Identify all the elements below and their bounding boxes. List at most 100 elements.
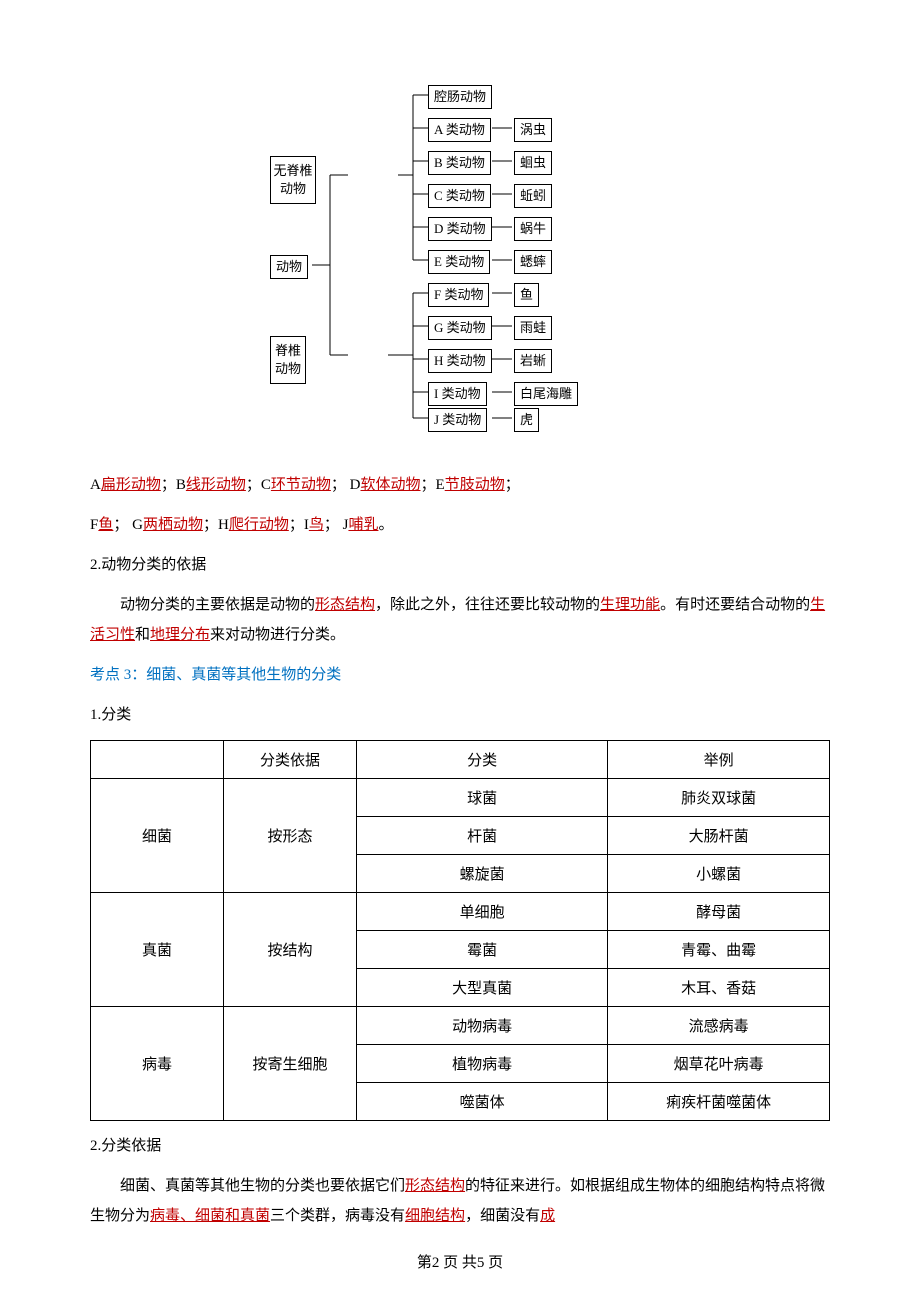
text: ，除此之外，往往还要比较动物的 — [375, 597, 600, 613]
key-term: 地理分布 — [150, 627, 210, 643]
key-term: 形态结构 — [405, 1178, 465, 1194]
table-cell: 螺旋菌 — [357, 855, 608, 893]
animal-classification-tree: 动物 无脊椎动物 脊椎动物 腔肠动物 A 类动物 涡虫 B 类动物 蛔虫 C 类… — [270, 80, 650, 450]
text: ； G — [113, 517, 143, 533]
tree-ex: 蟋蟀 — [514, 250, 552, 274]
tree-ex: 白尾海雕 — [514, 382, 578, 406]
table-cell: 木耳、香菇 — [608, 969, 830, 1007]
tree-ex: 蜗牛 — [514, 217, 552, 241]
tree-branch-vertebrate: 脊椎动物 — [270, 336, 306, 384]
table-cell: 肺炎双球菌 — [608, 779, 830, 817]
tree-cat: G 类动物 — [428, 316, 492, 340]
table-cell: 霉菌 — [357, 931, 608, 969]
tree-cat: 腔肠动物 — [428, 85, 492, 109]
key-term: 成 — [540, 1208, 555, 1224]
tree-ex: 涡虫 — [514, 118, 552, 142]
tree-cat: D 类动物 — [428, 217, 492, 241]
paragraph-other-organisms: 细菌、真菌等其他生物的分类也要依据它们形态结构的特征来进行。如根据组成生物体的细… — [90, 1171, 830, 1231]
table-cell: 球菌 — [357, 779, 608, 817]
table-cell: 按寄生细胞 — [224, 1007, 357, 1121]
tree-ex: 岩蜥 — [514, 349, 552, 373]
tree-cat: C 类动物 — [428, 184, 491, 208]
table-cell: 大肠杆菌 — [608, 817, 830, 855]
table-row: 真菌 按结构 单细胞 酵母菌 — [91, 893, 830, 931]
answer-f: 鱼 — [98, 517, 113, 533]
tree-cat: F 类动物 — [428, 283, 489, 307]
text: 。 — [378, 517, 393, 533]
tree-root: 动物 — [270, 255, 308, 279]
table-row: 病毒 按寄生细胞 动物病毒 流感病毒 — [91, 1007, 830, 1045]
tree-ex: 蚯蚓 — [514, 184, 552, 208]
tree-ex: 雨蛙 — [514, 316, 552, 340]
answer-b: 线形动物 — [186, 477, 246, 493]
answer-h: 爬行动物 — [229, 517, 289, 533]
tree-cat: E 类动物 — [428, 250, 490, 274]
table-cell: 小螺菌 — [608, 855, 830, 893]
table-header: 分类依据 — [224, 741, 357, 779]
text: 动物分类的主要依据是动物的 — [120, 597, 315, 613]
answer-g: 两栖动物 — [143, 517, 203, 533]
text: ； D — [331, 477, 361, 493]
text: ； J — [324, 517, 349, 533]
table-cell: 痢疾杆菌噬菌体 — [608, 1083, 830, 1121]
answer-line-2: F鱼； G两栖动物；H爬行动物；I鸟； J哺乳。 — [90, 510, 830, 540]
text: 细菌、真菌等其他生物的分类也要依据它们 — [120, 1178, 405, 1194]
table-cell: 青霉、曲霉 — [608, 931, 830, 969]
tree-cat: I 类动物 — [428, 382, 487, 406]
table-cell: 按结构 — [224, 893, 357, 1007]
table-cell: 细菌 — [91, 779, 224, 893]
document-page: 动物 无脊椎动物 脊椎动物 腔肠动物 A 类动物 涡虫 B 类动物 蛔虫 C 类… — [0, 0, 920, 1312]
heading-1-classification: 1.分类 — [90, 700, 830, 730]
text: ；E — [421, 477, 445, 493]
table-cell: 真菌 — [91, 893, 224, 1007]
tree-cat: J 类动物 — [428, 408, 487, 432]
table-cell: 单细胞 — [357, 893, 608, 931]
key-term: 细胞结构 — [405, 1208, 465, 1224]
key-term: 病毒、细菌和真菌 — [150, 1208, 270, 1224]
table-cell: 病毒 — [91, 1007, 224, 1121]
text: ；C — [246, 477, 271, 493]
table-row: 细菌 按形态 球菌 肺炎双球菌 — [91, 779, 830, 817]
table-header-row: 分类依据 分类 举例 — [91, 741, 830, 779]
answer-d: 软体动物 — [361, 477, 421, 493]
heading-2-classification-basis: 2.分类依据 — [90, 1131, 830, 1161]
tree-ex: 虎 — [514, 408, 539, 432]
paragraph-classification-basis: 动物分类的主要依据是动物的形态结构，除此之外，往往还要比较动物的生理功能。有时还… — [90, 590, 830, 650]
table-cell: 烟草花叶病毒 — [608, 1045, 830, 1083]
table-cell: 植物病毒 — [357, 1045, 608, 1083]
answer-c: 环节动物 — [271, 477, 331, 493]
table-cell: 按形态 — [224, 779, 357, 893]
answer-e: 节肢动物 — [445, 477, 505, 493]
table-header: 举例 — [608, 741, 830, 779]
key-term: 形态结构 — [315, 597, 375, 613]
table-header — [91, 741, 224, 779]
tree-cat: B 类动物 — [428, 151, 491, 175]
answer-j: 哺乳 — [348, 517, 378, 533]
text: 和 — [135, 627, 150, 643]
text: ；I — [289, 517, 309, 533]
text: ； — [505, 477, 520, 493]
answer-line-1: A扁形动物；B线形动物；C环节动物； D软体动物；E节肢动物； — [90, 470, 830, 500]
answer-i: 鸟 — [309, 517, 324, 533]
text: ；B — [161, 477, 186, 493]
tree-cat: H 类动物 — [428, 349, 492, 373]
table-header: 分类 — [357, 741, 608, 779]
text: ；H — [203, 517, 229, 533]
heading-2-basis: 2.动物分类的依据 — [90, 550, 830, 580]
page-footer: 第2 页 共5 页 — [90, 1251, 830, 1272]
tree-ex: 蛔虫 — [514, 151, 552, 175]
answer-a: 扁形动物 — [101, 477, 161, 493]
tree-ex: 鱼 — [514, 283, 539, 307]
table-cell: 动物病毒 — [357, 1007, 608, 1045]
key-term: 生理功能 — [600, 597, 660, 613]
text: 。有时还要结合动物的 — [660, 597, 810, 613]
table-cell: 大型真菌 — [357, 969, 608, 1007]
table-cell: 杆菌 — [357, 817, 608, 855]
exam-point-3: 考点 3：细菌、真菌等其他生物的分类 — [90, 660, 830, 690]
text: A — [90, 477, 101, 493]
text: 三个类群，病毒没有 — [270, 1208, 405, 1224]
table-cell: 噬菌体 — [357, 1083, 608, 1121]
table-cell: 流感病毒 — [608, 1007, 830, 1045]
organism-classification-table: 分类依据 分类 举例 细菌 按形态 球菌 肺炎双球菌 杆菌 大肠杆菌 螺旋菌 小… — [90, 740, 830, 1121]
tree-branch-invertebrate: 无脊椎动物 — [270, 156, 316, 204]
